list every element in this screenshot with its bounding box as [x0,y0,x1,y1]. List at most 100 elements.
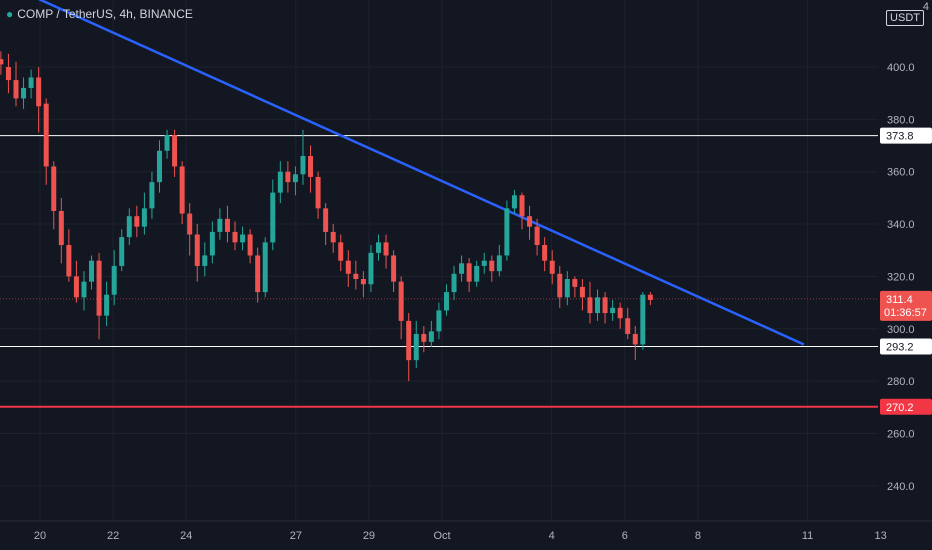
candle-body [36,77,42,107]
candle-body [640,294,646,345]
trendline [37,0,805,346]
price-tick-label: 280.0 [887,376,915,388]
candle-body [330,231,336,243]
candle-body [557,273,563,298]
candle-body [383,242,389,256]
time-tick-label: Oct [433,530,450,542]
candle-body [315,176,321,209]
candle-body [89,260,95,282]
candle-body [625,318,631,334]
candle-body [232,231,238,243]
price-tag-background [880,127,932,144]
price-tick-label: 320.0 [887,271,915,283]
candle-body [391,255,397,282]
candle-body [96,260,102,316]
candle-body [549,260,555,274]
candle-body [481,260,487,266]
price-tag-value: 293.2 [886,342,914,354]
candle-body [323,208,329,232]
candle-body [398,281,404,321]
candle-body [202,255,208,266]
time-tick-label: 22 [107,530,119,542]
time-axis: 20 22 24 27 29 Oct 4 6 8 11 13 [0,520,932,542]
candle-body [172,135,178,167]
candle-body [572,279,578,287]
candle-body [292,174,298,183]
candle-body [542,244,548,261]
trendline-layer [37,0,805,346]
candle-body [360,279,366,285]
candle-body [119,237,125,266]
candle-body [436,310,442,332]
price-tick-label: 260.0 [887,428,915,440]
candle-body [413,333,419,361]
candle-body [406,320,412,361]
candle-body [194,234,200,266]
price-tick-label: 400.0 [887,62,915,74]
candle-body [345,260,351,274]
currency-badge[interactable]: USDT [886,10,924,26]
candle-body [466,263,472,282]
price-tags: 373.8 311.401:36:57 293.2 270.2 [880,127,932,415]
candle-body [255,255,261,293]
time-tick-label: 4 [549,530,555,542]
candlestick-series [0,51,653,382]
time-tick-label: 29 [363,530,375,542]
candle-body [81,281,87,298]
chart-grid [0,0,882,520]
candle-body [353,273,359,280]
candle-body [270,192,276,243]
candle-body [459,263,465,274]
candle-body [647,294,653,300]
candle-body [156,150,162,183]
price-tag-value: 270.2 [886,402,914,414]
candle-body [504,208,510,256]
time-tick-label: 6 [622,530,628,542]
time-tick-label: 8 [695,530,701,542]
candle-body [534,226,540,245]
candle-body [73,276,79,298]
candle-body [277,171,283,193]
candle-body [376,242,382,253]
candle-body [217,218,223,232]
candle-body [13,80,19,99]
candle-body [632,333,638,345]
candle-body [5,67,11,81]
price-tag-value: 311.4 [886,294,913,306]
candle-body [368,252,374,285]
candle-body [21,87,27,99]
candle-body [519,195,525,217]
corner-label: 4 [922,1,929,13]
price-tick-label: 240.0 [887,481,915,493]
countdown-label: 01:36:57 [884,307,927,319]
candle-body [240,234,246,243]
time-tick-label: 11 [802,530,813,542]
candle-body [338,242,344,261]
time-tick-label: 24 [180,530,192,542]
candle-body [134,216,140,227]
candle-body [496,255,502,272]
symbol-title[interactable]: ● COMP / TetherUS, 4h, BINANCE [6,7,193,21]
status-dot-icon: ● [6,7,14,21]
price-tick-label: 360.0 [887,167,915,179]
candle-body [28,77,34,88]
price-tag-value: 373.8 [886,131,914,143]
candle-body [262,242,268,293]
candle-body [126,216,132,238]
price-axis: 240.0 260.0 280.0 300.0 320.0 340.0 360.0 380.0… [880,0,932,550]
candle-body [164,135,170,151]
candle-body [451,273,457,293]
candle-body [209,231,215,256]
candle-body [43,103,49,167]
price-tick-label: 340.0 [887,219,915,231]
candle-body [111,265,117,295]
price-tick-label: 380.0 [887,114,915,126]
candle-body [224,218,230,232]
candle-body [51,166,57,211]
symbol-title-text: COMP / TetherUS, 4h, BINANCE [17,7,193,21]
candle-body [141,208,147,227]
price-tag-background [880,338,932,355]
time-tick-label: 27 [290,530,302,542]
candle-body [308,155,314,177]
